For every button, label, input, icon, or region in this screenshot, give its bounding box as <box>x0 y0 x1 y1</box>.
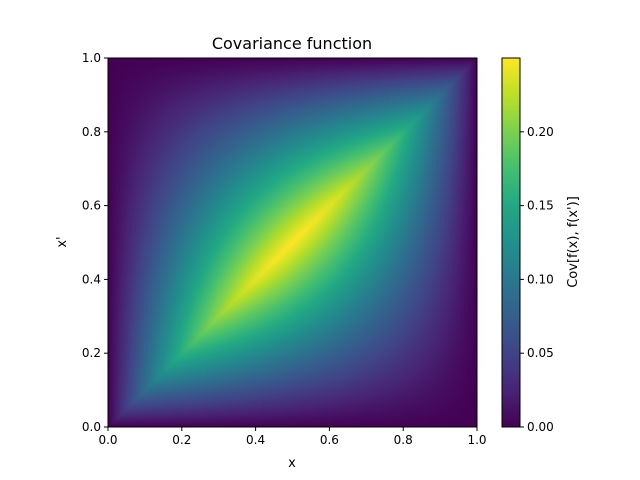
x-axis-label: x <box>288 456 296 471</box>
chart-title: Covariance function <box>212 34 372 53</box>
y-tick-label: 0.8 <box>82 125 101 139</box>
heatmap-image <box>108 58 477 427</box>
y-tick-label: 0.4 <box>82 272 101 286</box>
colorbar-tick-label: 0.05 <box>527 346 554 360</box>
y-axis-ticks: 0.0 0.2 0.4 0.6 0.8 1.0 <box>82 51 108 434</box>
x-axis-ticks: 0.0 0.2 0.4 0.6 0.8 1.0 <box>98 427 487 447</box>
x-tick-label: 0.6 <box>320 433 339 447</box>
y-tick-label: 0.2 <box>82 346 101 360</box>
x-tick-label: 1.0 <box>467 433 486 447</box>
x-tick-label: 0.0 <box>98 433 117 447</box>
colorbar-tick-label: 0.00 <box>527 420 554 434</box>
colorbar-frame <box>501 57 521 428</box>
colorbar-tick-label: 0.15 <box>527 199 554 213</box>
y-tick-label: 0.6 <box>82 199 101 213</box>
y-axis-label: x' <box>55 236 70 247</box>
y-tick-label: 1.0 <box>82 51 101 65</box>
colorbar-ticks: 0.00 0.05 0.10 0.15 0.20 <box>520 125 554 434</box>
x-tick-label: 0.4 <box>246 433 265 447</box>
colorbar-tick-label: 0.20 <box>527 125 554 139</box>
plot-frame <box>107 57 478 428</box>
y-tick-label: 0.0 <box>82 420 101 434</box>
x-tick-label: 0.2 <box>172 433 191 447</box>
colorbar-tick-label: 0.10 <box>527 272 554 286</box>
colorbar-gradient <box>502 58 520 427</box>
colorbar-label: Cov[f(x), f(x')] <box>566 196 581 288</box>
x-tick-label: 0.8 <box>394 433 413 447</box>
